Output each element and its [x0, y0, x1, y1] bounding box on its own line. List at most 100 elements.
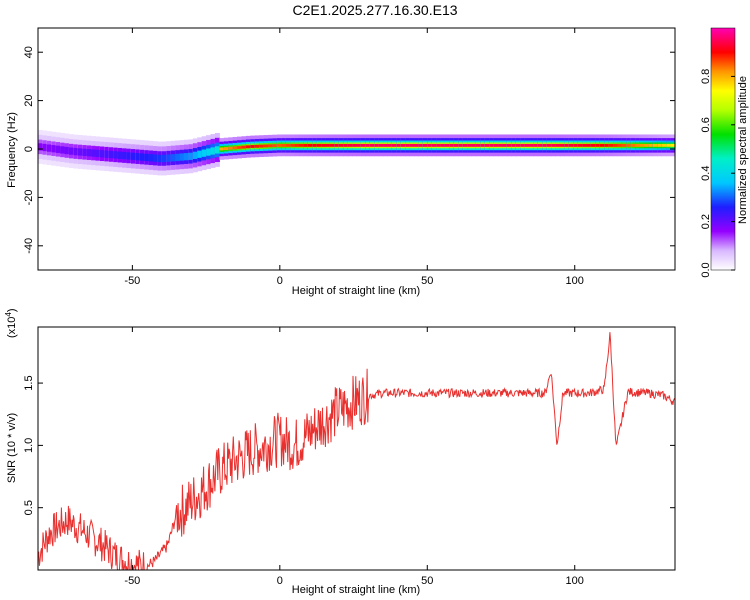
heatmap-cell: [458, 143, 464, 147]
heatmap-cell: [148, 154, 154, 162]
heatmap-cell: [86, 149, 92, 157]
heatmap-cell: [564, 143, 570, 147]
heatmap-cell: [484, 143, 490, 147]
heatmap-cell: [387, 143, 393, 147]
heatmap-cell: [68, 147, 74, 155]
bottom-y-tick-label: 1.0: [23, 438, 35, 453]
spectrogram-panel: -50 0 50 100 -40 -20 0 20 40 Height of straight …: [6, 27, 676, 297]
heatmap-cell: [219, 147, 225, 151]
heatmap-cell: [42, 143, 48, 152]
heatmap-cell: [343, 143, 349, 147]
heatmap-cell: [608, 143, 614, 147]
heatmap-cell: [117, 151, 123, 159]
colorbar-tick-label: 0.8: [700, 69, 712, 84]
snr-series-line: [38, 332, 675, 570]
heatmap-cell: [400, 143, 406, 147]
heatmap-cell: [639, 143, 645, 147]
heatmap-cell: [467, 143, 473, 147]
heatmap-cell: [617, 143, 623, 147]
heatmap-cell: [170, 154, 176, 162]
heatmap-cell: [298, 143, 304, 147]
heatmap-cell: [635, 143, 641, 147]
heatmap-cell: [422, 143, 428, 147]
top-x-tick-label: -50: [124, 275, 140, 287]
heatmap-cell: [493, 143, 499, 147]
heatmap-cell: [626, 143, 632, 147]
heatmap-cell: [55, 145, 61, 153]
heatmap-cell: [595, 143, 601, 147]
heatmap-cell: [498, 143, 503, 147]
heatmap-cell: [241, 145, 247, 149]
bottom-x-axis-label: Height of straight line (km): [292, 584, 420, 596]
heatmap-cell: [228, 146, 234, 150]
heatmap-cell: [104, 150, 110, 158]
heatmap-cell: [161, 154, 167, 163]
heatmap-cell: [46, 144, 52, 152]
heatmap-cell: [524, 143, 530, 147]
heatmap-cell: [427, 143, 433, 147]
bottom-y-axis-label: SNR (10 * v/v): [6, 413, 18, 483]
spectrogram-heatmap: [38, 129, 675, 176]
heatmap-cell: [383, 143, 388, 147]
heatmap-cell: [250, 145, 256, 148]
top-y-axis-label: Frequency (Hz): [6, 112, 18, 188]
heatmap-cell: [272, 144, 278, 148]
heatmap-cell: [268, 144, 273, 148]
colorbar-tick-label: 0.2: [700, 214, 712, 229]
heatmap-cell: [334, 143, 340, 147]
heatmap-cell: [82, 148, 88, 156]
heatmap-cell: [559, 143, 565, 147]
heatmap-cell: [511, 143, 517, 147]
heatmap-cell: [214, 146, 220, 154]
heatmap-cell: [153, 154, 158, 162]
heatmap-cell: [338, 143, 344, 147]
heatmap-cell: [135, 153, 141, 161]
heatmap-cell: [175, 153, 181, 162]
bottom-x-tick-label: 100: [566, 575, 584, 587]
heatmap-cell: [365, 143, 371, 147]
heatmap-cell: [237, 146, 242, 149]
heatmap-cell: [604, 143, 610, 147]
heatmap-cell: [254, 144, 260, 148]
snr-panel: -50 0 50 100 0.5 1.0 1.5 Height of straight li…: [4, 308, 676, 596]
heatmap-cell: [440, 143, 446, 147]
heatmap-cell: [245, 145, 251, 149]
heatmap-cell: [577, 143, 583, 147]
colorbar: 0.0 0.2 0.4 0.6 0.8 Normalized spectral ampl…: [700, 27, 749, 278]
heatmap-cell: [197, 150, 203, 158]
colorbar-tick-label: 0.4: [700, 166, 712, 181]
top-x-tick-label: 50: [421, 275, 433, 287]
top-x-tick-label: 100: [566, 275, 584, 287]
heatmap-cell: [51, 145, 57, 153]
heatmap-cell: [537, 143, 543, 147]
top-y-tick-label: 20: [23, 94, 35, 106]
heatmap-cell: [613, 143, 618, 147]
colorbar-tick-label: 0.6: [700, 117, 712, 132]
heatmap-cell: [378, 143, 384, 147]
heatmap-cell: [130, 152, 136, 160]
heatmap-cell: [546, 143, 552, 147]
bottom-y-tick-label: 0.5: [23, 500, 35, 515]
heatmap-cell: [108, 150, 114, 159]
heatmap-cell: [316, 143, 322, 147]
top-x-tick-label: 0: [277, 275, 283, 287]
heatmap-cell: [356, 143, 362, 147]
heatmap-cell: [157, 154, 163, 163]
heatmap-cell: [666, 143, 672, 147]
heatmap-cell: [352, 143, 357, 147]
heatmap-cell: [303, 143, 309, 147]
heatmap-cell: [661, 143, 667, 147]
heatmap-cell: [126, 152, 132, 160]
heatmap-cell: [183, 153, 189, 161]
heatmap-cell: [64, 146, 70, 155]
heatmap-cell: [201, 149, 207, 157]
heatmap-cell: [431, 143, 437, 147]
heatmap-cell: [444, 143, 450, 147]
heatmap-cell: [281, 143, 287, 147]
heatmap-cell: [520, 143, 526, 147]
heatmap-cell: [652, 143, 658, 147]
top-y-tick-label: 0: [23, 146, 35, 152]
heatmap-cell: [391, 143, 397, 147]
heatmap-cell: [396, 143, 402, 147]
heatmap-cell: [599, 143, 605, 147]
